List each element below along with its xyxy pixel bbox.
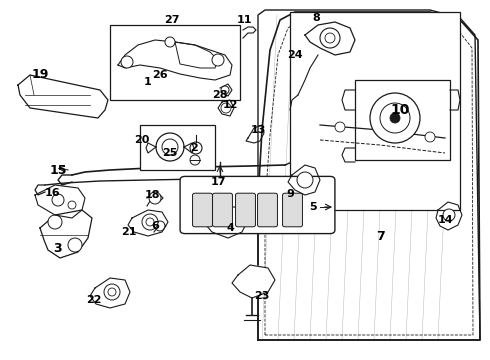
FancyBboxPatch shape [236,193,255,227]
Ellipse shape [212,54,224,66]
Text: 11: 11 [236,15,252,25]
Bar [110,25,240,100]
Ellipse shape [165,37,175,47]
Ellipse shape [142,214,158,230]
Text: 26: 26 [152,70,168,80]
FancyBboxPatch shape [180,176,335,234]
Ellipse shape [390,113,400,123]
Ellipse shape [190,155,200,165]
Ellipse shape [425,132,435,142]
Text: 25: 25 [162,148,178,158]
Text: 17: 17 [210,177,226,187]
Ellipse shape [68,201,76,209]
Text: 2: 2 [190,143,198,153]
Ellipse shape [104,284,120,300]
Ellipse shape [325,33,335,43]
Text: 16: 16 [44,188,60,198]
Ellipse shape [443,209,455,221]
Ellipse shape [146,218,154,226]
Text: 1: 1 [144,77,152,87]
Ellipse shape [155,221,165,231]
Ellipse shape [370,93,420,143]
Ellipse shape [297,172,313,188]
Text: 14: 14 [437,215,453,225]
FancyBboxPatch shape [213,193,232,227]
FancyBboxPatch shape [283,193,302,227]
Ellipse shape [48,215,62,229]
Text: 19: 19 [31,68,49,81]
Text: 24: 24 [287,50,303,60]
Text: 21: 21 [121,227,137,237]
Ellipse shape [221,86,229,94]
Bar [140,125,215,170]
Polygon shape [35,185,85,218]
Polygon shape [18,75,108,118]
Text: 28: 28 [212,90,228,100]
Ellipse shape [52,194,64,206]
Ellipse shape [335,122,345,132]
Ellipse shape [162,139,178,155]
Text: 3: 3 [53,243,61,256]
Text: 8: 8 [312,13,320,23]
Text: 20: 20 [134,135,149,145]
FancyBboxPatch shape [193,193,213,227]
Ellipse shape [121,56,133,68]
Ellipse shape [108,288,116,296]
Ellipse shape [190,142,202,154]
FancyBboxPatch shape [258,193,277,227]
Text: 6: 6 [151,221,159,231]
Text: 27: 27 [164,15,180,25]
Text: 22: 22 [86,295,102,305]
Ellipse shape [380,103,410,133]
Bar [355,80,450,160]
Ellipse shape [320,28,340,48]
Polygon shape [232,265,275,298]
Text: 18: 18 [144,190,160,200]
Bar [290,12,460,210]
Ellipse shape [221,103,231,113]
Text: 23: 23 [254,291,270,301]
Ellipse shape [149,192,161,204]
Text: 15: 15 [49,163,67,176]
Text: 5: 5 [309,202,317,212]
Polygon shape [436,202,462,230]
Text: 4: 4 [226,223,234,233]
Text: 13: 13 [250,125,266,135]
Text: 9: 9 [286,189,294,199]
Ellipse shape [156,133,184,161]
Polygon shape [205,205,248,238]
Text: 7: 7 [376,230,384,243]
Polygon shape [90,278,130,308]
Ellipse shape [68,238,82,252]
Polygon shape [128,210,168,236]
Text: 10: 10 [391,103,410,117]
Polygon shape [40,210,92,258]
Text: 12: 12 [222,100,238,110]
